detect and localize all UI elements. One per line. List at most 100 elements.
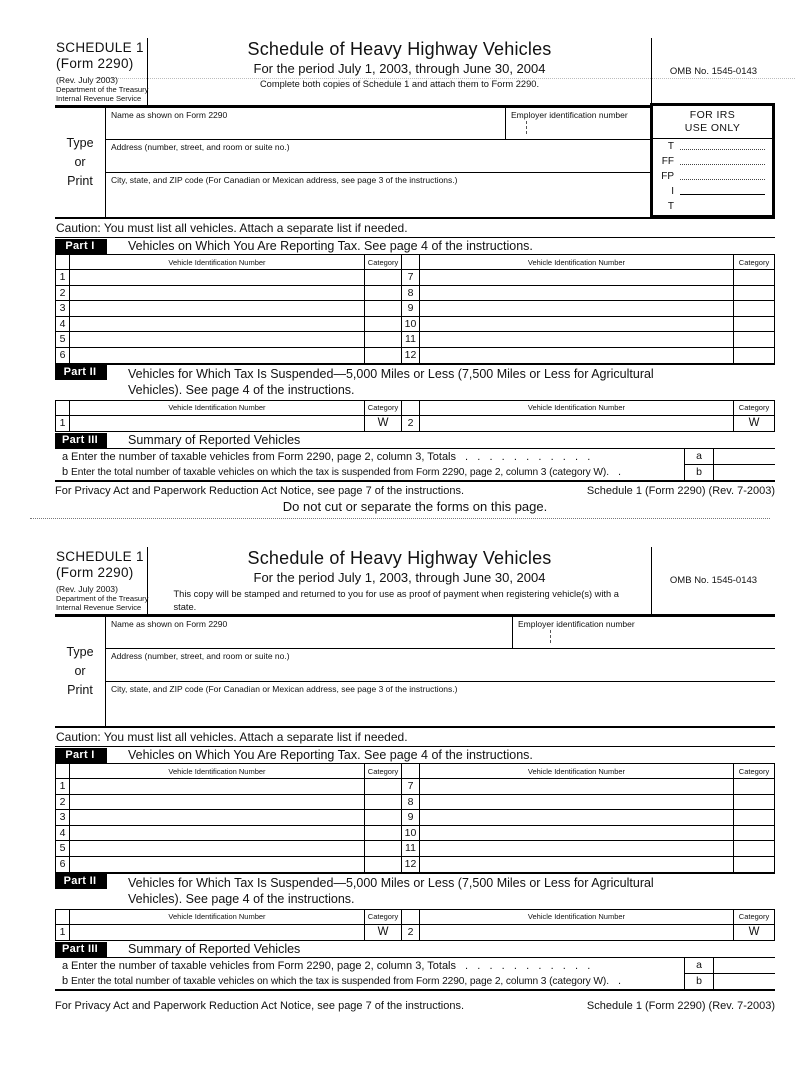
suspended-vin-row: 1 W 2 W [56,924,774,941]
line-a-value-box[interactable] [714,958,775,973]
vin-input-cell[interactable] [420,332,734,347]
category-input-cell[interactable] [365,270,402,285]
vin-input-cell[interactable] [70,856,365,873]
vin-input-cell[interactable] [70,924,365,941]
category-input-cell[interactable] [734,795,774,810]
taxpayer-info-section: Type or Print Name as shown on Form 2290… [55,108,775,220]
vin-input-cell[interactable] [70,841,365,856]
taxpayer-fields: Name as shown on Form 2290 Employer iden… [105,108,650,218]
city-state-zip-field[interactable]: City, state, and ZIP code (For Canadian … [106,682,775,726]
name-label: Name as shown on Form 2290 [111,110,228,121]
line-a-value-box[interactable] [714,449,775,464]
vin-input-cell[interactable] [420,285,734,301]
vin-input-cell[interactable] [70,415,365,432]
address-field[interactable]: Address (number, street, and room or sui… [106,140,650,174]
category-input-cell[interactable] [734,348,774,364]
line-a-letter: a [62,959,69,972]
category-input-cell[interactable] [734,317,774,332]
middle-perforation-line [30,518,770,520]
vin-input-cell[interactable] [420,856,734,873]
vin-input-cell[interactable] [70,810,365,825]
ein-field[interactable]: Employer identification number [505,108,650,140]
category-header-left: Category [365,909,402,924]
form-footer: For Privacy Act and Paperwork Reduction … [55,485,775,497]
vin-input-cell[interactable] [420,415,734,432]
vin-input-cell[interactable] [70,332,365,347]
vin-input-cell[interactable] [70,779,365,794]
category-input-cell[interactable] [734,841,774,856]
schedule-label: SCHEDULE 1 [56,40,144,55]
part1-bar: Part I Vehicles on Which You Are Reporti… [55,747,775,765]
address-field[interactable]: Address (number, street, and room or sui… [106,649,775,683]
vin-input-cell[interactable] [420,825,734,841]
row-number: 12 [402,856,420,873]
category-input-cell[interactable] [734,810,774,825]
irs-row-t2: T [667,201,674,213]
vin-input-cell[interactable] [420,841,734,856]
category-input-cell[interactable] [734,826,774,841]
line-a-text: Enter the number of taxable vehicles fro… [71,959,456,972]
ein-digit-separator [526,121,528,135]
category-input-cell[interactable] [365,794,402,810]
category-input-cell[interactable] [734,332,774,347]
row-number: 9 [402,810,420,825]
vin-header-left: Vehicle Identification Number [70,255,365,270]
vin-input-cell[interactable] [420,316,734,332]
vin-input-cell[interactable] [420,924,734,941]
category-input-cell[interactable] [365,856,402,873]
part3-summary: a Enter the number of taxable vehicles f… [55,449,775,483]
line-a-box-label: a [684,449,714,464]
vin-header-left: Vehicle Identification Number [70,909,365,924]
dot-leader: . [617,975,622,988]
irs-solid-line [680,194,765,196]
part1-title: Vehicles on Which You Are Reporting Tax.… [128,748,533,763]
name-field[interactable]: Name as shown on Form 2290 [106,108,505,139]
category-input-cell[interactable] [365,316,402,332]
line-a: a Enter the number of taxable vehicles f… [55,958,775,974]
row-number: 11 [402,332,420,347]
city-state-zip-field[interactable]: City, state, and ZIP code (For Canadian … [106,173,650,217]
category-input-cell[interactable] [734,857,774,873]
category-input-cell[interactable] [365,779,402,794]
vin-input-cell[interactable] [420,270,734,285]
form-title-block: Schedule of Heavy Highway Vehicles For t… [148,547,651,614]
vin-input-cell[interactable] [70,270,365,285]
form-header: SCHEDULE 1 (Form 2290) (Rev. July 2003) … [55,547,775,618]
category-input-cell[interactable] [365,825,402,841]
line-b-letter: b [62,466,69,479]
category-input-cell[interactable] [365,332,402,347]
vin-input-cell[interactable] [420,347,734,364]
category-input-cell[interactable] [365,347,402,364]
vin-input-cell[interactable] [70,825,365,841]
category-input-cell[interactable] [365,841,402,856]
vin-input-cell[interactable] [420,779,734,794]
row-number-header [402,909,420,924]
category-input-cell[interactable] [734,286,774,301]
address-label: Address (number, street, and room or sui… [111,651,290,662]
ein-field[interactable]: Employer identification number [512,617,775,649]
vin-input-cell[interactable] [70,794,365,810]
line-b-letter: b [62,975,69,988]
category-input-cell[interactable] [365,301,402,316]
category-input-cell[interactable] [734,270,774,285]
category-input-cell[interactable] [734,301,774,316]
schedule1-copy-1: SCHEDULE 1 (Form 2290) (Rev. July 2003) … [30,38,775,520]
vin-input-cell[interactable] [70,301,365,316]
type-or-print-label: Type or Print [66,135,94,189]
category-input-cell[interactable] [365,810,402,825]
vin-input-cell[interactable] [420,301,734,316]
category-input-cell[interactable] [734,779,774,794]
line-b-value-box[interactable] [714,465,775,481]
category-input-cell[interactable] [365,285,402,301]
row-number-header [402,764,420,779]
part1-label: Part I [55,238,107,254]
line-b: b Enter the total number of taxable vehi… [55,464,775,481]
row-number: 3 [56,810,70,825]
vin-input-cell[interactable] [420,794,734,810]
line-b-value-box[interactable] [714,974,775,990]
vin-input-cell[interactable] [70,347,365,364]
name-field[interactable]: Name as shown on Form 2290 [106,617,512,648]
vin-input-cell[interactable] [70,285,365,301]
vin-input-cell[interactable] [70,316,365,332]
vin-input-cell[interactable] [420,810,734,825]
